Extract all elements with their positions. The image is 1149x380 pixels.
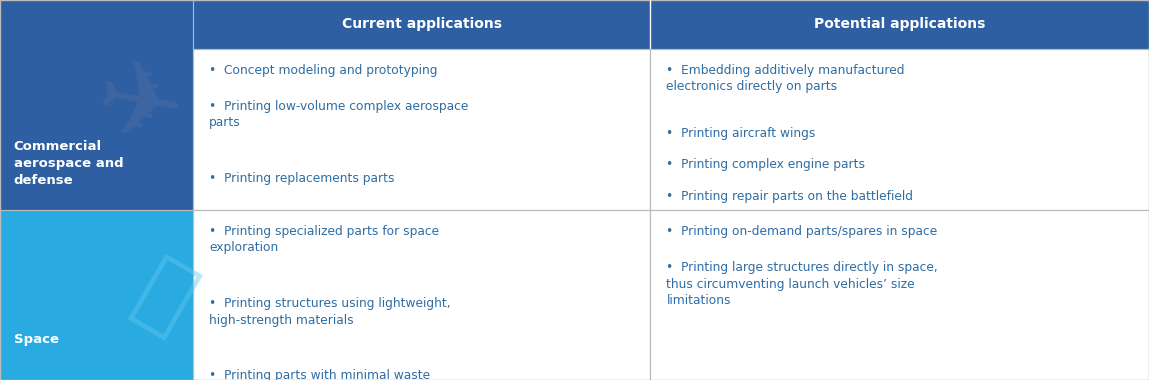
- Bar: [193, 49, 650, 210]
- Text: •  Printing on-demand parts/spares in space: • Printing on-demand parts/spares in spa…: [666, 225, 938, 238]
- Text: •  Printing replacements parts: • Printing replacements parts: [209, 172, 394, 185]
- Text: •  Printing repair parts on the battlefield: • Printing repair parts on the battlefie…: [666, 190, 913, 203]
- Text: •  Printing parts with minimal waste: • Printing parts with minimal waste: [209, 369, 430, 380]
- Text: •  Printing low-volume complex aerospace
parts: • Printing low-volume complex aerospace …: [209, 100, 469, 130]
- Bar: [193, 210, 650, 380]
- Bar: [650, 0, 1149, 49]
- Text: •  Printing large structures directly in space,
thus circumventing launch vehicl: • Printing large structures directly in …: [666, 261, 939, 307]
- Bar: [650, 49, 1149, 210]
- Text: •  Printing aircraft wings: • Printing aircraft wings: [666, 127, 816, 140]
- Text: •  Printing structures using lightweight,
high-strength materials: • Printing structures using lightweight,…: [209, 297, 450, 327]
- Bar: [0, 0, 193, 49]
- Bar: [0, 49, 193, 210]
- Text: Commercial
aerospace and
defense: Commercial aerospace and defense: [14, 140, 123, 187]
- Text: Potential applications: Potential applications: [813, 17, 986, 31]
- Bar: [0, 210, 193, 380]
- Text: ✈: ✈: [87, 53, 191, 168]
- Text: 🛰: 🛰: [121, 250, 207, 348]
- Text: •  Printing complex engine parts: • Printing complex engine parts: [666, 158, 865, 171]
- Text: •  Printing specialized parts for space
exploration: • Printing specialized parts for space e…: [209, 225, 439, 255]
- Text: Current applications: Current applications: [341, 17, 502, 31]
- Text: Space: Space: [14, 333, 59, 346]
- Bar: [193, 0, 650, 49]
- Text: •  Embedding additively manufactured
electronics directly on parts: • Embedding additively manufactured elec…: [666, 64, 905, 93]
- Bar: [650, 210, 1149, 380]
- Text: •  Concept modeling and prototyping: • Concept modeling and prototyping: [209, 64, 438, 77]
